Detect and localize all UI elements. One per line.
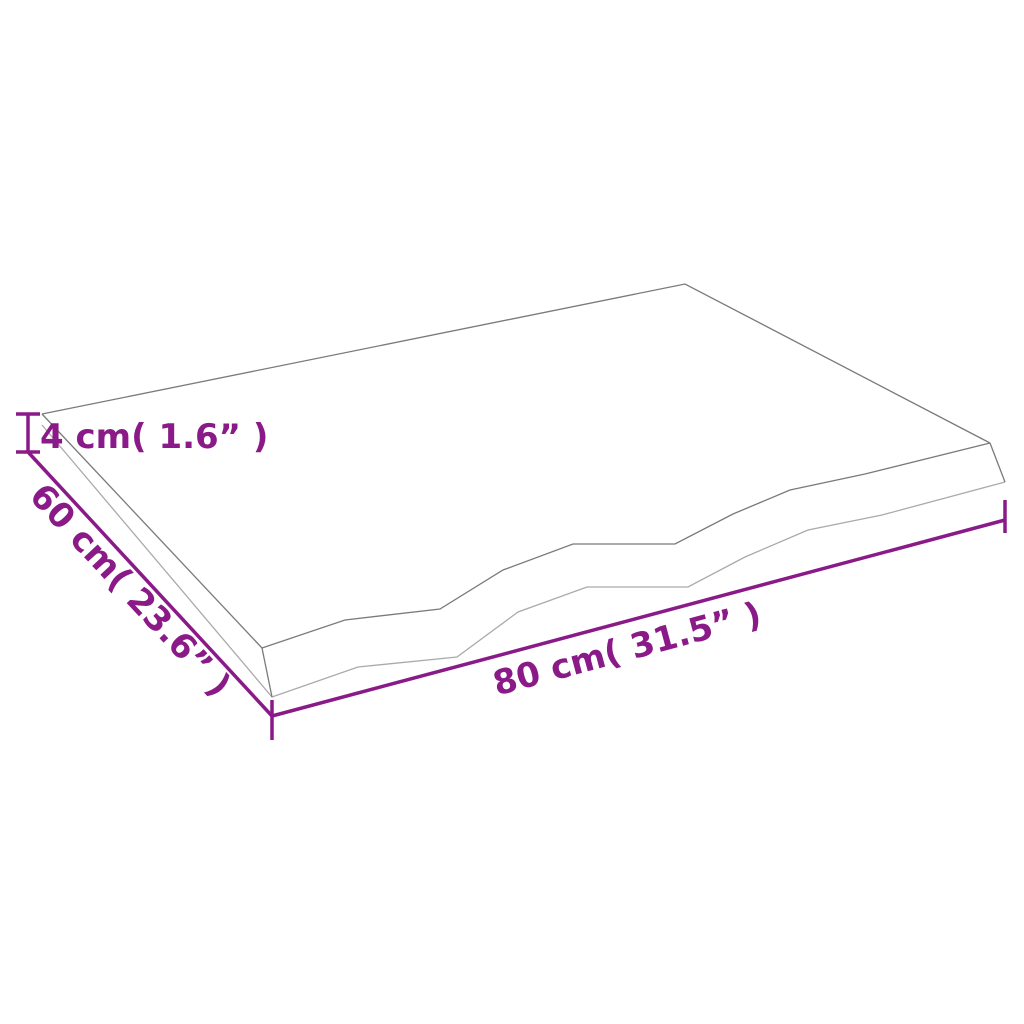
bottom-front-wavy-edge xyxy=(41,424,1006,698)
top-front-wavy-edge xyxy=(41,413,991,649)
width-label: 80 cm( 31.5” ) xyxy=(489,594,766,704)
right-corner-edge xyxy=(989,442,1006,483)
dimension-lines xyxy=(16,412,1007,740)
depth-line xyxy=(26,450,274,718)
depth-label: 60 cm( 23.6” ) xyxy=(21,476,238,705)
top-back-edge xyxy=(41,283,991,444)
width-line xyxy=(271,518,1006,718)
thickness-label: 4 cm( 1.6” ) xyxy=(40,417,268,457)
tabletop-outline xyxy=(41,283,1006,698)
front-corner-edge xyxy=(261,647,273,698)
